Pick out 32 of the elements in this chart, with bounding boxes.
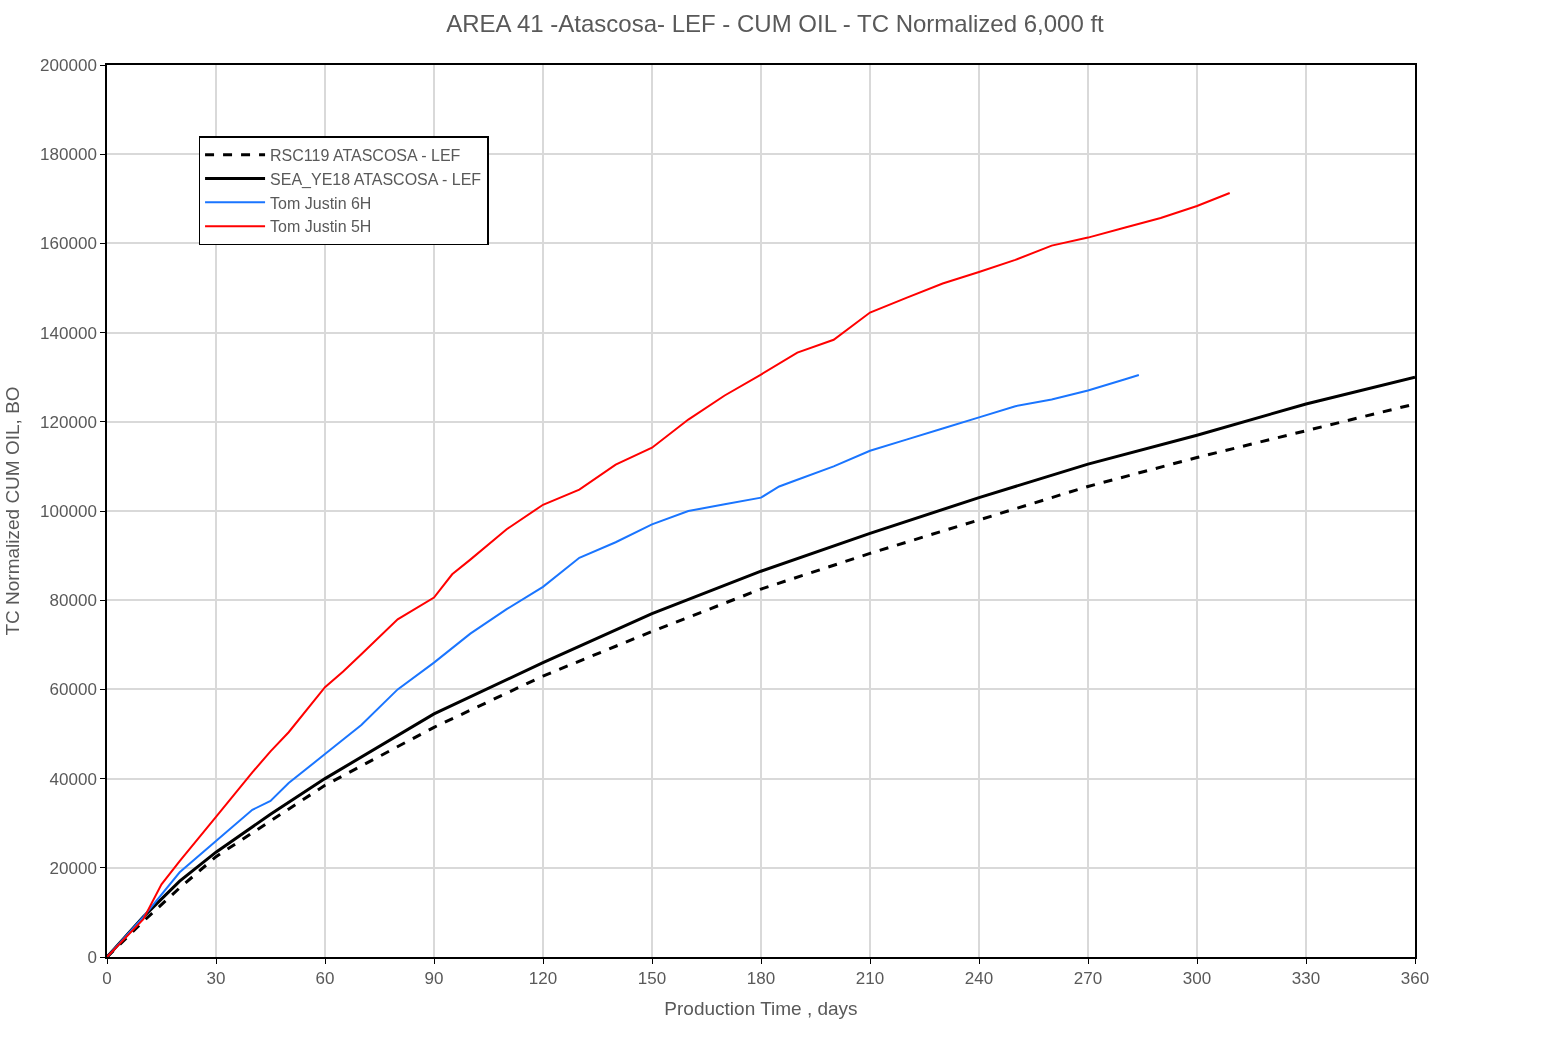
y-tick-label: 200000: [40, 55, 97, 75]
x-tick-label: 240: [964, 969, 994, 989]
y-tick-label: 180000: [40, 145, 97, 165]
y-tick-label: 0: [87, 947, 97, 967]
y-tick-label: 80000: [49, 591, 97, 611]
x-tick-label: 120: [528, 969, 558, 989]
x-tick-label: 60: [315, 969, 335, 989]
legend-label: Tom Justin 5H: [270, 218, 372, 236]
y-axis-title: TC Normalized CUM OIL, BO: [2, 386, 24, 636]
x-tick-label: 360: [1400, 969, 1430, 989]
y-tick-label: 60000: [49, 680, 97, 700]
x-axis-title: Production Time , days: [664, 998, 858, 1020]
legend-label: SEA_YE18 ATASCOSA - LEF: [270, 170, 482, 189]
y-tick-label: 40000: [49, 769, 97, 789]
legend-label: Tom Justin 6H: [270, 194, 372, 212]
x-tick-label: 150: [637, 969, 667, 989]
y-tick-label: 120000: [40, 412, 97, 432]
legend-label: RSC119 ATASCOSA - LEF: [270, 147, 461, 164]
line-series: [107, 192, 1231, 957]
x-tick-label: 270: [1073, 969, 1103, 989]
y-tick-label: 20000: [49, 858, 97, 878]
x-tick-label: 0: [102, 969, 112, 989]
y-tick-label: 100000: [40, 501, 97, 521]
y-tick-label: 140000: [40, 323, 97, 343]
chart-title: AREA 41 -Atascosa- LEF - CUM OIL - TC Normalized 6,000 ft: [446, 10, 1105, 38]
x-tick-label: 180: [746, 969, 776, 989]
x-tick-label: 300: [1182, 969, 1212, 989]
x-tick-label: 30: [206, 969, 226, 989]
x-tick-label: 90: [424, 969, 444, 989]
x-tick-label: 330: [1291, 969, 1321, 989]
x-tick-label: 210: [855, 969, 885, 989]
y-tick-label: 160000: [40, 234, 97, 254]
